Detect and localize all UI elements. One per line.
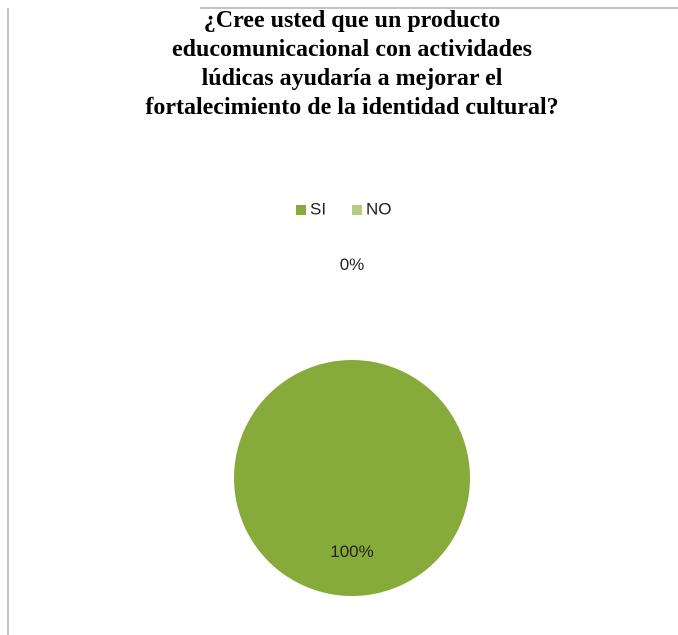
legend-label: NO bbox=[366, 199, 392, 218]
pie-slice bbox=[234, 360, 470, 596]
chart-title: ¿Cree usted que un producto educomunicac… bbox=[145, 7, 559, 120]
data-label: 0% bbox=[340, 255, 365, 274]
legend-label: SI bbox=[310, 199, 326, 218]
legend-swatch bbox=[296, 205, 306, 215]
legend-swatch bbox=[352, 205, 362, 215]
data-label: 100% bbox=[330, 542, 373, 561]
